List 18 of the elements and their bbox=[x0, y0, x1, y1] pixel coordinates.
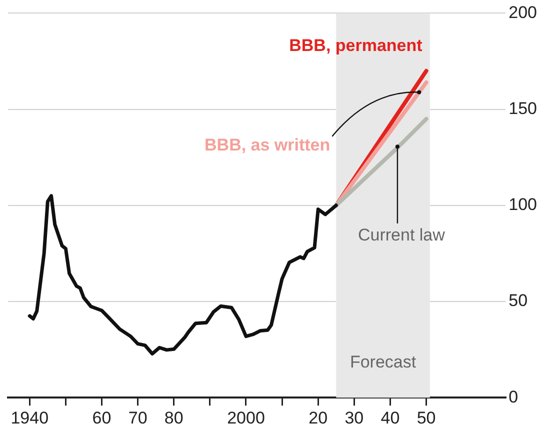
y-tick-label: 100 bbox=[508, 195, 538, 214]
x-tick-label: 1940 bbox=[10, 408, 49, 428]
series-label: Current law bbox=[358, 225, 446, 244]
x-tick-label: 20 bbox=[308, 408, 328, 428]
band-label: Forecast bbox=[350, 352, 416, 372]
x-tick-label: 2000 bbox=[227, 408, 265, 428]
series-label: BBB, permanent bbox=[289, 36, 423, 55]
x-tick-label: 40 bbox=[380, 408, 400, 428]
x-tick-label: 70 bbox=[128, 408, 148, 428]
x-tick-label: 30 bbox=[344, 408, 364, 428]
x-tick-label: 80 bbox=[164, 408, 184, 428]
y-tick-label: 150 bbox=[508, 98, 538, 118]
x-tick-label: 60 bbox=[92, 408, 112, 428]
text: BBB, as written bbox=[204, 135, 330, 154]
y-tick-label: 200 bbox=[508, 2, 538, 22]
y-tick-label: 0 bbox=[508, 387, 518, 406]
y-tick-label: 50 bbox=[508, 291, 528, 310]
x-tick-label: 50 bbox=[416, 408, 436, 428]
